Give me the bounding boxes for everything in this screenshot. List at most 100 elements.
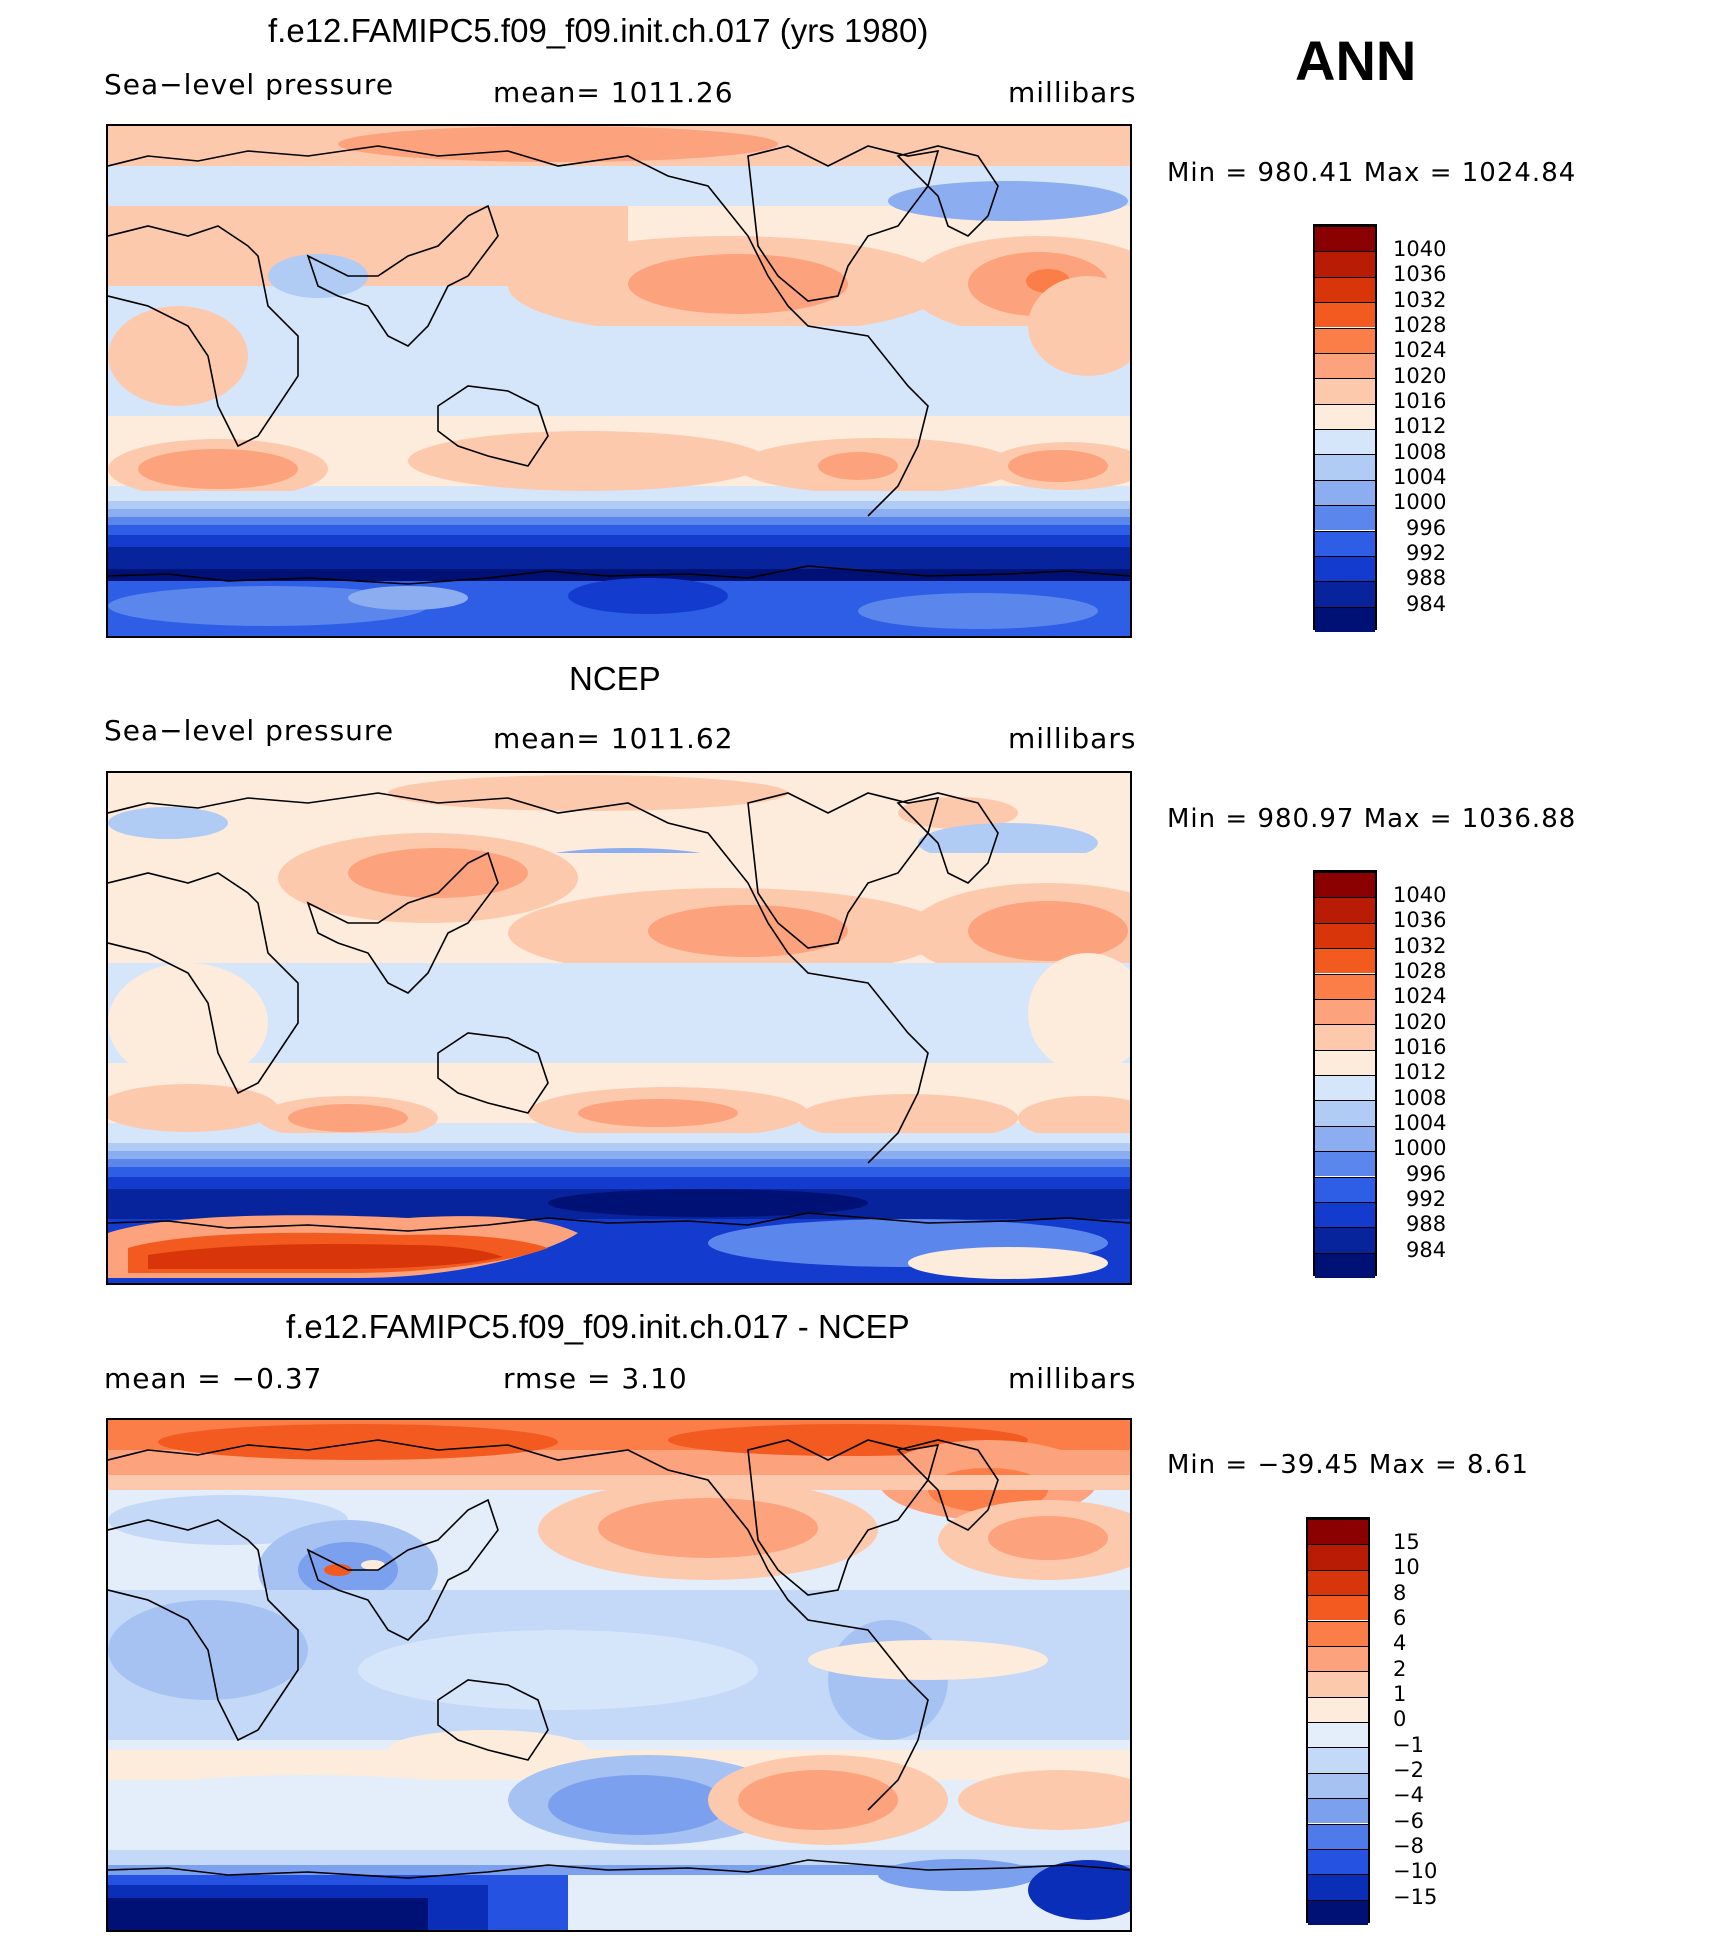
legend-tick: 1004 [1393,1111,1447,1135]
legend-swatch [1315,897,1375,923]
legend-swatch [1308,1569,1368,1596]
legend-swatch [1315,251,1375,277]
legend-tick: −6 [1393,1809,1424,1833]
legend-tick: 1036 [1393,908,1447,932]
units-label: millibars [1008,76,1137,109]
legend-swatch [1315,606,1375,632]
mean-label: mean = −0.37 [104,1362,323,1395]
legend-swatch [1315,327,1375,353]
legend-swatch [1315,998,1375,1025]
rmse-label: rmse = 3.10 [503,1362,688,1395]
legend-swatch [1315,454,1375,480]
legend-tick: −10 [1393,1859,1438,1883]
legend-tick: −4 [1393,1783,1424,1807]
panel-title: f.e12.FAMIPC5.f09_f09.init.ch.017 - NCEP [286,1308,910,1345]
legend-tick: 988 [1406,566,1447,590]
legend-tick: −15 [1393,1885,1438,1909]
legend-swatch [1308,1519,1368,1545]
legend-swatch [1308,1848,1368,1875]
legend-tick: 1012 [1393,1060,1447,1084]
legend-swatch [1308,1620,1368,1646]
legend-swatch [1315,378,1375,404]
legend-swatch [1315,973,1375,999]
legend-tick: 988 [1406,1212,1447,1236]
legend-swatch [1315,1252,1375,1278]
legend-swatch [1315,1227,1375,1253]
legend-tick: 992 [1406,1187,1447,1211]
legend-swatch [1308,1722,1368,1748]
legend-tick: 984 [1406,592,1447,616]
legend-tick: 15 [1393,1530,1420,1554]
legend-tick: 1040 [1393,237,1447,261]
legend-swatch [1315,1125,1375,1152]
legend-swatch [1315,1151,1375,1177]
legend-tick: 1024 [1393,338,1447,362]
legend-swatch [1308,1747,1368,1773]
legend: 1040 1036 1032 1028 1024 1020 1016 1012 … [1313,224,1553,632]
legend-tick: 996 [1406,516,1447,540]
min-max-label: Min = −39.45 Max = 8.61 [1167,1450,1529,1480]
min-max-label: Min = 980.41 Max = 1024.84 [1167,158,1577,188]
legend-tick: 1032 [1393,288,1447,312]
legend-swatch [1315,948,1375,974]
legend-swatch [1308,1798,1368,1824]
legend-swatch [1308,1874,1368,1900]
legend-tick: 8 [1393,1581,1407,1605]
legend-swatch [1315,1024,1375,1050]
legend-tick: 2 [1393,1657,1407,1681]
legend-swatch [1315,1100,1375,1126]
legend-tick: 1020 [1393,1010,1447,1034]
map-ncep-slp [106,771,1132,1285]
legend-swatch [1308,1595,1368,1621]
legend-swatch [1308,1671,1368,1697]
legend-tick: 1016 [1393,389,1447,413]
legend-swatch [1315,1075,1375,1101]
panel-title: f.e12.FAMIPC5.f09_f09.init.ch.017 (yrs 1… [268,12,929,49]
variable-label: Sea−level pressure [104,714,395,747]
legend-tick: −8 [1393,1834,1424,1858]
legend-tick: 1016 [1393,1035,1447,1059]
legend-swatch [1315,403,1375,429]
legend-swatch [1315,276,1375,303]
legend-swatch [1308,1899,1368,1925]
legend-swatch [1315,555,1375,582]
legend-tick: 1004 [1393,465,1447,489]
legend-swatch [1315,1049,1375,1075]
legend-swatch [1315,581,1375,607]
legend-tick: 10 [1393,1555,1420,1579]
legend-tick: 1020 [1393,364,1447,388]
legend-tick: 1028 [1393,313,1447,337]
legend-tick: 996 [1406,1162,1447,1186]
legend-tick: 984 [1406,1238,1447,1262]
legend-swatch [1315,505,1375,531]
legend-swatch [1315,872,1375,898]
legend-swatch [1315,226,1375,252]
legend-tick: 1036 [1393,262,1447,286]
legend-tick: 1012 [1393,414,1447,438]
min-max-label: Min = 980.97 Max = 1036.88 [1167,804,1577,834]
legend-tick: 1008 [1393,1086,1447,1110]
legend-swatch [1308,1544,1368,1570]
legend: 15 10 8 6 4 2 1 0 −1 −2 −4 −6 −8 −10 −15 [1306,1517,1546,1925]
legend-swatch [1308,1823,1368,1849]
legend-colorbar [1306,1517,1370,1925]
legend-swatch [1315,1176,1375,1202]
legend-tick: 1000 [1393,1136,1447,1160]
legend-tick: 1 [1393,1682,1407,1706]
legend: 1040 1036 1032 1028 1024 1020 1016 1012 … [1313,870,1553,1278]
mean-label: mean= 1011.26 [493,76,734,109]
legend-tick: 0 [1393,1707,1407,1731]
season-label: ANN [1295,29,1417,92]
legend-tick: −2 [1393,1758,1424,1782]
legend-tick: −1 [1393,1733,1424,1757]
legend-swatch [1315,352,1375,379]
legend-tick: 992 [1406,541,1447,565]
panel-title: NCEP [569,660,661,697]
legend-tick: 1000 [1393,490,1447,514]
units-label: millibars [1008,1362,1137,1395]
legend-tick: 6 [1393,1606,1407,1630]
legend-swatch [1315,1201,1375,1228]
legend-tick: 4 [1393,1631,1407,1655]
legend-tick: 1024 [1393,984,1447,1008]
legend-swatch [1315,479,1375,506]
